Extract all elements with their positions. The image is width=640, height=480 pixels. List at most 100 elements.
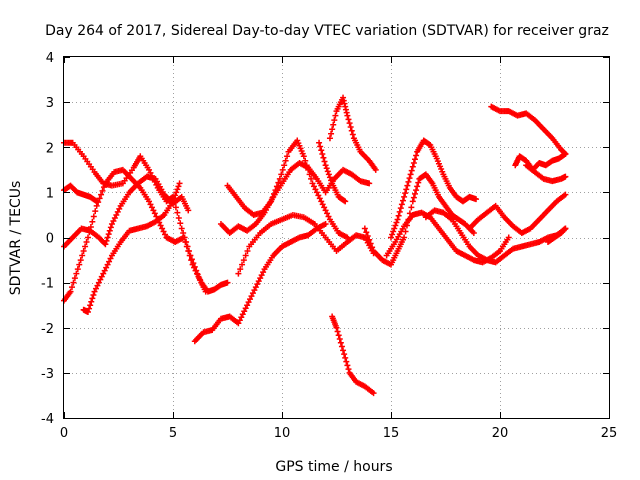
data-point [409,163,416,170]
data-point [92,208,99,215]
data-point [111,214,118,221]
data-point [401,193,408,200]
y-tick-label: 1 [46,186,54,201]
data-point [114,208,121,215]
data-point [116,205,123,212]
data-point [562,151,569,158]
data-point [181,234,188,241]
data-point [84,308,91,315]
data-point [74,266,81,273]
data-point [328,177,335,184]
data-point [91,288,98,295]
axis-ticks: 0 5 10 15 20 25 -4 -3 -2 -1 0 1 2 3 4 [41,51,617,441]
chart-title: Day 264 of 2017, Sidereal Day-to-day VTE… [45,23,609,39]
data-point [183,239,190,246]
data-point [93,198,100,205]
data-point [366,236,373,243]
data-point [312,186,319,193]
data-point [171,195,178,202]
data-point [334,328,341,335]
data-point [188,256,195,263]
data-point [73,270,80,277]
data-point [104,261,111,268]
y-tick-label: -4 [41,412,54,427]
data-point [113,211,120,218]
data-point [148,204,155,211]
series-track-20 [523,162,569,185]
data-point [308,175,315,182]
series-track-17 [466,191,569,236]
data-point [202,288,209,295]
data-point [187,252,194,259]
data-point [90,292,97,299]
plot-frame [63,56,610,419]
data-point [370,390,377,397]
data-point [316,195,323,202]
data-point [325,171,332,178]
data-point [173,189,180,196]
data-point [349,131,356,138]
series-track-21 [544,225,569,246]
data-point [92,197,99,204]
y-tick-label: -3 [41,367,54,382]
data-point [89,295,96,302]
data-point [76,261,83,268]
data-point [146,166,153,173]
data-point [279,166,286,173]
data-point [160,228,167,235]
data-point [363,229,370,236]
data-point [413,187,420,194]
data-point [361,225,368,232]
data-point [402,190,409,197]
data-point [239,311,246,318]
data-point [150,207,157,214]
y-tick-label: -2 [41,322,54,337]
data-point [79,252,86,259]
data-point [278,171,285,178]
data-point [80,248,87,255]
data-point [332,112,339,119]
data-point [337,339,344,346]
data-point [276,175,283,182]
data-point [103,264,110,271]
data-point [348,127,355,134]
series-track-12 [316,139,349,205]
x-axis-label: GPS time / hours [275,459,392,475]
data-point [329,126,336,133]
data-point [194,271,201,278]
data-point [364,232,371,239]
data-point [473,196,480,203]
data-point [426,141,433,148]
data-point [172,204,179,211]
data-point [341,197,348,204]
data-point [102,241,109,248]
data-point [372,166,379,173]
data-point [395,212,402,219]
y-tick-label: 0 [46,232,54,247]
data-point [84,234,91,241]
data-point [71,275,78,282]
data-point [318,198,325,205]
data-point [505,234,512,241]
data-point [258,272,265,279]
data-point [391,225,398,232]
y-tick-label: -1 [41,277,54,292]
data-point [413,152,420,159]
data-point [326,174,333,181]
data-point [178,225,185,232]
y-axis-label: SDTVAR / TECUs [8,181,24,296]
data-point [185,207,192,214]
data-point [67,288,74,295]
data-point [302,157,309,164]
data-point [561,151,568,158]
data-point [394,216,401,223]
data-points [61,94,569,397]
data-point [399,197,406,204]
data-point [96,195,103,202]
data-point [397,205,404,212]
data-point [174,209,181,216]
data-point [248,293,255,300]
data-point [176,180,183,187]
data-point [336,336,343,343]
data-point [89,218,96,225]
